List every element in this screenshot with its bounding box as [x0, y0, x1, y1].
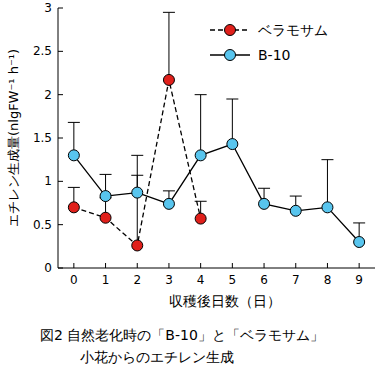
error-bar-cap [226, 99, 238, 100]
x-tick-label: 1 [102, 273, 110, 287]
error-bar-cap [163, 190, 175, 191]
series-line [74, 144, 359, 242]
legend-item: B-10 [210, 47, 290, 63]
legend-label: ベラモサム [258, 22, 328, 38]
x-tick [327, 263, 328, 268]
x-tick [295, 263, 296, 268]
x-tick-label: 3 [165, 273, 173, 287]
x-tick-label: 7 [292, 273, 300, 287]
error-bar-cap [131, 155, 143, 156]
x-tick [232, 263, 233, 268]
point [354, 237, 365, 248]
error-bar-cap [195, 94, 207, 95]
y-tick-label: 1 [44, 174, 52, 188]
x-tick-label: 2 [133, 273, 141, 287]
x-tick [73, 263, 74, 268]
y-tick [58, 224, 63, 225]
error-bar-cap [163, 12, 175, 13]
error-bar-cap [353, 222, 365, 223]
point [195, 213, 206, 224]
error-bar-cap [290, 196, 302, 197]
series-line [74, 80, 201, 246]
legend-marker [225, 50, 236, 61]
error-bar-cap [258, 188, 270, 189]
error-bar-stem [200, 95, 201, 156]
x-tick [359, 263, 360, 268]
error-bar-cap [68, 122, 80, 123]
legend-marker [225, 25, 236, 36]
point [163, 198, 174, 209]
x-tick-label: 0 [70, 273, 78, 287]
error-bar-cap [321, 159, 333, 160]
plot-area [68, 12, 365, 251]
error-bar [226, 99, 238, 144]
y-tick [58, 181, 63, 182]
point [195, 150, 206, 161]
x-tick [105, 263, 106, 268]
y-axis-label: エチレン生成量(nlgFW⁻¹ h⁻¹) [6, 49, 21, 227]
point [132, 187, 143, 198]
point [259, 198, 270, 209]
y-tick-label: 0.5 [33, 218, 52, 232]
x-tick-label: 6 [260, 273, 268, 287]
point [100, 191, 111, 202]
point [68, 150, 79, 161]
caption: 図2 自然老化時の「B-10」と「ベラモサム」 [40, 327, 324, 343]
y-tick [58, 8, 63, 9]
y-tick-label: 3 [44, 1, 52, 15]
caption: 小花からのエチレン生成 [80, 349, 234, 365]
point [132, 240, 143, 251]
error-bar [321, 160, 333, 208]
error-bar [195, 95, 207, 156]
error-bar-cap [100, 174, 112, 175]
x-tick [168, 263, 169, 268]
error-bar-stem [232, 99, 233, 144]
x-tick-label: 8 [324, 273, 332, 287]
point [68, 202, 79, 213]
x-axis-label: 収穫後日数（日） [169, 293, 281, 309]
legend-item: ベラモサム [210, 22, 328, 38]
y-tick-label: 2.5 [33, 44, 52, 58]
error-bar-stem [137, 155, 138, 245]
chart: 0 0.5 1 1.5 2 2.5 3 0 1 2 3 4 5 6 7 8 9 収穫後日数（日） エチレン生成量(n… [0, 0, 386, 377]
point [290, 205, 301, 216]
y-tick [58, 94, 63, 95]
point [100, 212, 111, 223]
error-bar-stem [327, 160, 328, 208]
error-bar-cap [68, 187, 80, 188]
error-bar-cap [131, 175, 143, 176]
y-tick-label: 0 [44, 261, 52, 275]
y-tick [58, 268, 63, 269]
point [227, 139, 238, 150]
y-tick-label: 2 [44, 88, 52, 102]
error-bar [163, 12, 175, 80]
point [163, 74, 174, 85]
x-tick [264, 263, 265, 268]
x-tick [200, 263, 201, 268]
legend-label: B-10 [258, 47, 290, 63]
y-tick [58, 51, 63, 52]
x-tick-label: 4 [197, 273, 205, 287]
y-tick-label: 1.5 [33, 131, 52, 145]
error-bar-stem [168, 12, 169, 80]
point [322, 202, 333, 213]
x-tick-label: 9 [355, 273, 363, 287]
error-bar [131, 155, 143, 245]
x-tick [137, 263, 138, 268]
x-tick-label: 5 [229, 273, 237, 287]
y-tick [58, 138, 63, 139]
